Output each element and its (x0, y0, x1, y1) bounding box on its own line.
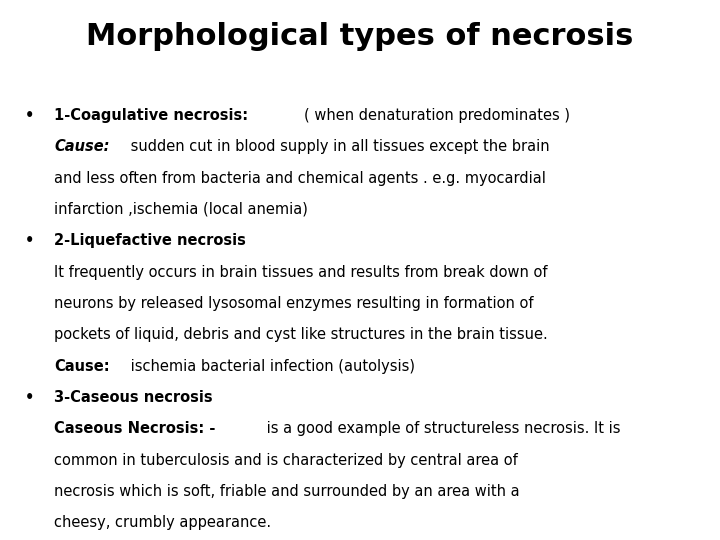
Text: common in tuberculosis and is characterized by central area of: common in tuberculosis and is characteri… (54, 453, 518, 468)
Text: •: • (25, 390, 35, 405)
Text: ischemia bacterial infection (autolysis): ischemia bacterial infection (autolysis) (126, 359, 415, 374)
Text: 1-Coagulative necrosis:: 1-Coagulative necrosis: (54, 108, 248, 123)
Text: infarction ,ischemia (local anemia): infarction ,ischemia (local anemia) (54, 202, 308, 217)
Text: •: • (25, 108, 35, 123)
Text: Cause:: Cause: (54, 359, 109, 374)
Text: •: • (25, 233, 35, 248)
Text: Caseous Necrosis: -: Caseous Necrosis: - (54, 421, 215, 436)
Text: It frequently occurs in brain tissues and results from break down of: It frequently occurs in brain tissues an… (54, 265, 547, 280)
Text: Cause:: Cause: (54, 139, 109, 154)
Text: sudden cut in blood supply in all tissues except the brain: sudden cut in blood supply in all tissue… (125, 139, 549, 154)
Text: cheesy, crumbly appearance.: cheesy, crumbly appearance. (54, 515, 271, 530)
Text: necrosis which is soft, friable and surrounded by an area with a: necrosis which is soft, friable and surr… (54, 484, 520, 499)
Text: neurons by released lysosomal enzymes resulting in formation of: neurons by released lysosomal enzymes re… (54, 296, 534, 311)
Text: 2-Liquefactive necrosis: 2-Liquefactive necrosis (54, 233, 246, 248)
Text: is a good example of structureless necrosis. It is: is a good example of structureless necro… (262, 421, 621, 436)
Text: ( when denaturation predominates ): ( when denaturation predominates ) (305, 108, 570, 123)
Text: and less often from bacteria and chemical agents . e.g. myocardial: and less often from bacteria and chemica… (54, 171, 546, 186)
Text: 3-Caseous necrosis: 3-Caseous necrosis (54, 390, 212, 405)
Text: pockets of liquid, debris and cyst like structures in the brain tissue.: pockets of liquid, debris and cyst like … (54, 327, 548, 342)
Text: Morphological types of necrosis: Morphological types of necrosis (86, 22, 634, 51)
